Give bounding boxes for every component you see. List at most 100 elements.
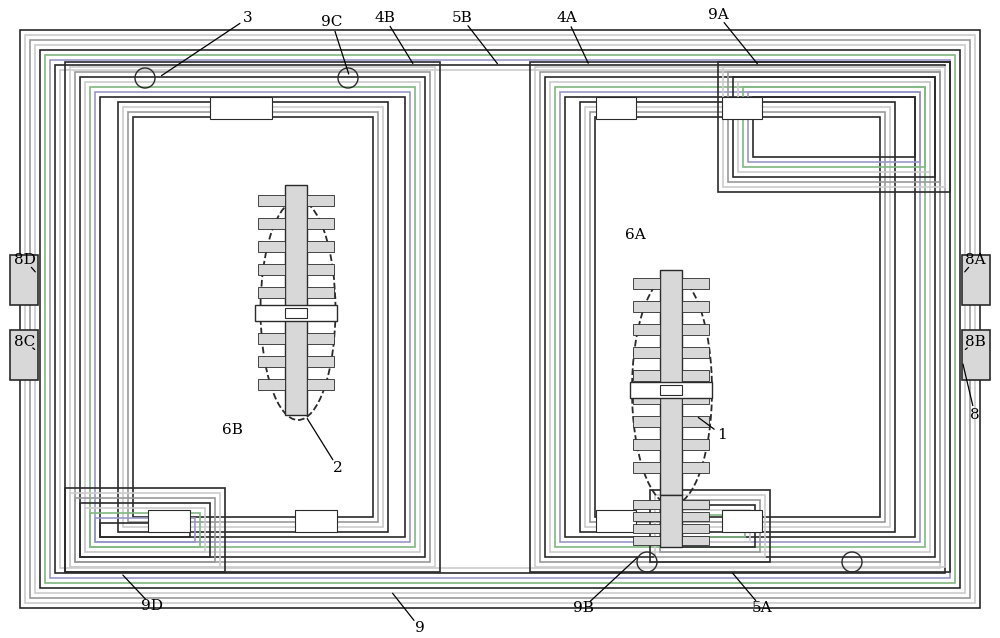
Bar	[258, 310, 285, 321]
Bar	[633, 416, 660, 427]
Text: 2: 2	[333, 461, 343, 475]
Bar	[682, 393, 709, 404]
Bar	[660, 385, 682, 395]
Text: 6A: 6A	[625, 228, 645, 242]
Bar	[580, 102, 895, 532]
Bar	[962, 330, 990, 380]
Bar	[55, 65, 945, 573]
Bar	[90, 87, 415, 547]
Bar	[70, 67, 435, 567]
Bar	[650, 490, 770, 562]
Bar	[35, 45, 965, 593]
Bar	[962, 255, 990, 305]
Bar	[660, 500, 760, 552]
Bar	[633, 536, 660, 545]
Bar	[65, 62, 440, 572]
Bar	[748, 92, 920, 162]
Text: 4A: 4A	[557, 11, 577, 25]
Bar	[633, 439, 660, 450]
Bar	[630, 382, 712, 398]
Bar	[307, 333, 334, 344]
Bar	[307, 310, 334, 321]
Bar	[585, 107, 890, 527]
Bar	[50, 60, 950, 578]
Bar	[682, 512, 709, 521]
Bar	[633, 347, 660, 358]
Bar	[530, 62, 950, 572]
Bar	[682, 500, 709, 509]
Bar	[535, 67, 945, 567]
Text: 8A: 8A	[965, 253, 985, 267]
Bar	[660, 495, 682, 547]
Bar	[555, 87, 925, 547]
Bar	[258, 241, 285, 252]
Bar	[675, 515, 745, 537]
Bar	[75, 72, 430, 562]
Text: 8C: 8C	[14, 335, 36, 349]
Bar	[665, 505, 755, 547]
Text: 8: 8	[970, 408, 980, 422]
Bar	[90, 513, 200, 547]
Bar	[95, 92, 410, 542]
Bar	[718, 62, 950, 192]
Bar	[258, 356, 285, 367]
Bar	[633, 301, 660, 312]
Bar	[118, 102, 388, 532]
Bar	[633, 393, 660, 404]
Bar	[75, 498, 215, 562]
Bar	[307, 264, 334, 275]
Bar	[550, 82, 930, 552]
Bar	[682, 301, 709, 312]
Bar	[133, 117, 373, 517]
Bar	[210, 97, 272, 119]
Text: 9C: 9C	[321, 15, 343, 29]
Bar	[10, 255, 38, 305]
Bar	[545, 77, 935, 557]
Bar	[307, 218, 334, 229]
Bar	[633, 278, 660, 289]
Bar	[633, 370, 660, 381]
Text: 1: 1	[717, 428, 727, 442]
Bar	[10, 330, 38, 380]
Bar	[595, 117, 880, 517]
Bar	[30, 40, 970, 598]
Text: 9: 9	[415, 621, 425, 635]
Bar	[258, 218, 285, 229]
Bar	[590, 112, 885, 522]
Text: 3: 3	[243, 11, 253, 25]
Bar	[682, 370, 709, 381]
Bar	[682, 347, 709, 358]
Bar	[682, 462, 709, 473]
Bar	[45, 55, 955, 583]
Bar	[307, 287, 334, 298]
Bar	[560, 92, 920, 542]
Bar	[596, 510, 636, 532]
Text: 9B: 9B	[573, 601, 593, 615]
Bar	[738, 82, 930, 172]
Bar	[633, 524, 660, 533]
Bar	[633, 462, 660, 473]
Text: 4B: 4B	[375, 11, 395, 25]
Bar	[100, 97, 405, 537]
Bar	[723, 67, 945, 187]
Bar	[255, 305, 337, 321]
Bar	[65, 488, 225, 572]
Bar	[722, 510, 762, 532]
Bar	[307, 356, 334, 367]
Text: 8D: 8D	[14, 253, 36, 267]
Bar	[70, 493, 220, 567]
Bar	[40, 50, 960, 588]
Bar	[258, 195, 285, 206]
Text: 9A: 9A	[708, 8, 728, 22]
Bar	[733, 77, 935, 177]
Bar	[85, 508, 205, 552]
Bar	[743, 87, 925, 167]
Bar	[128, 112, 378, 522]
Bar	[25, 35, 975, 603]
Bar	[307, 195, 334, 206]
Text: 8B: 8B	[965, 335, 985, 349]
Bar	[633, 500, 660, 509]
Bar	[258, 287, 285, 298]
Text: 6B: 6B	[222, 423, 242, 437]
Bar	[682, 278, 709, 289]
